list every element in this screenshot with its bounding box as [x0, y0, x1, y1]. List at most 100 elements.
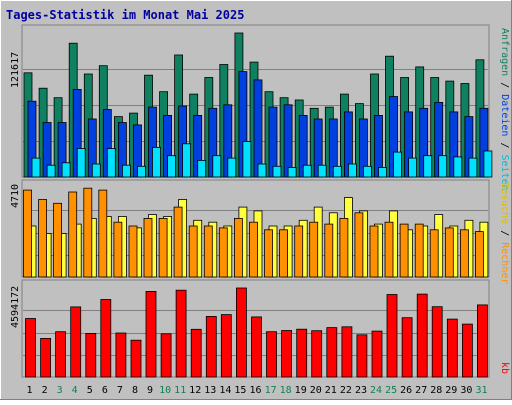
middle-ytick-label: 4710	[10, 184, 21, 208]
kb-bar	[446, 318, 458, 378]
rechner-bar	[324, 223, 334, 278]
kb-bar	[416, 293, 428, 378]
rechner-bar	[249, 221, 258, 278]
seiten-bar	[61, 162, 71, 178]
legend-bottom: kb	[499, 362, 510, 374]
rechner-bar	[309, 221, 319, 278]
top-ytick-label: 121617	[10, 52, 21, 88]
day-label: 17	[265, 385, 277, 396]
legend-separator: /	[499, 142, 510, 148]
rechner-bar	[233, 217, 243, 278]
rechner-bar	[68, 191, 78, 278]
rechner-bar	[459, 229, 469, 278]
day-label: 25	[385, 385, 397, 396]
day-label: 19	[295, 385, 307, 396]
seiten-bar	[106, 148, 116, 178]
seiten-bar	[438, 155, 448, 178]
rechner-bar	[369, 225, 379, 278]
x-axis-labels: 1 2 3 4 5 6 7 8 9 10 11 12 13 14 15 16 17 18 19 20 21 22 23 24 2…	[26, 385, 487, 396]
day-label: 9	[147, 385, 153, 396]
legend-anfragen: Anfragen	[499, 28, 510, 76]
kb-bar	[55, 331, 66, 378]
seiten-bar	[378, 167, 387, 178]
kb-bar	[145, 290, 157, 378]
seiten-bar	[272, 165, 282, 178]
rechner-bar	[53, 202, 62, 278]
kb-bar	[311, 330, 323, 378]
seiten-bar	[212, 155, 222, 178]
bottom-ytick-label: 4594172	[10, 286, 21, 328]
day-label: 1	[26, 385, 32, 396]
day-label: 27	[415, 385, 427, 396]
seiten-bar	[152, 146, 161, 178]
kb-bar	[25, 318, 36, 378]
seiten-bar	[423, 155, 433, 178]
day-label: 23	[355, 385, 367, 396]
rechner-bar	[173, 206, 183, 278]
day-label: 11	[174, 385, 186, 396]
legend-seiten: Seiten	[499, 155, 510, 191]
rechner-bar	[339, 217, 349, 278]
rechner-bar	[474, 231, 484, 278]
seiten-bar	[257, 163, 267, 178]
legend-kb: kb	[499, 362, 510, 374]
kb-bar	[40, 337, 51, 378]
rechner-bar	[38, 199, 47, 278]
day-label: 28	[430, 385, 442, 396]
seiten-bar	[76, 148, 86, 178]
day-label: 5	[87, 385, 93, 396]
rechner-bar	[264, 229, 273, 278]
kb-bar	[70, 306, 82, 378]
rechner-bar	[98, 189, 108, 278]
rechner-bar	[158, 217, 168, 278]
seiten-bar	[122, 164, 131, 178]
day-label: 15	[234, 385, 246, 396]
kb-bar	[281, 330, 293, 378]
day-label: 10	[159, 385, 171, 396]
bars-layer	[23, 32, 493, 378]
legend-top: Anfragen / Dateien / Seiten	[499, 28, 510, 191]
kb-bar	[130, 339, 142, 378]
seiten-bar	[182, 143, 192, 178]
day-label: 4	[72, 385, 78, 396]
legend-middle: Besuche / Rechner	[499, 182, 510, 284]
seiten-bar	[483, 150, 493, 178]
legend-dateien: Dateien	[499, 94, 510, 136]
kb-bar	[296, 328, 308, 378]
kb-bar	[235, 287, 247, 378]
day-label: 14	[219, 385, 231, 396]
kb-bar	[341, 326, 353, 378]
kb-bar	[401, 317, 413, 378]
day-label: 26	[400, 385, 412, 396]
kb-bar	[220, 314, 232, 378]
rechner-bar	[83, 187, 93, 278]
rechner-bar	[113, 221, 123, 278]
seiten-bar	[408, 157, 418, 178]
day-label: 8	[132, 385, 138, 396]
seiten-bar	[453, 156, 463, 178]
rechner-bar	[429, 229, 439, 278]
day-label: 31	[475, 385, 487, 396]
legend-besuche: Besuche	[499, 182, 510, 224]
day-label: 21	[325, 385, 337, 396]
kb-bar	[190, 328, 202, 378]
kb-bar	[476, 304, 488, 378]
seiten-bar	[332, 165, 342, 178]
seiten-bar	[347, 163, 357, 178]
kb-bar	[115, 332, 127, 378]
kb-bar	[326, 327, 338, 378]
seiten-bar	[393, 151, 402, 178]
rechner-bar	[188, 225, 198, 278]
day-label: 18	[280, 385, 292, 396]
legend-rechner: Rechner	[499, 242, 510, 284]
seiten-bar	[197, 159, 207, 178]
rechner-bar	[384, 221, 394, 278]
rechner-bar	[279, 229, 289, 278]
kb-bar	[85, 332, 97, 378]
day-label: 16	[249, 385, 261, 396]
seiten-bar	[167, 155, 177, 178]
seiten-bar	[287, 167, 297, 178]
day-label: 13	[204, 385, 216, 396]
